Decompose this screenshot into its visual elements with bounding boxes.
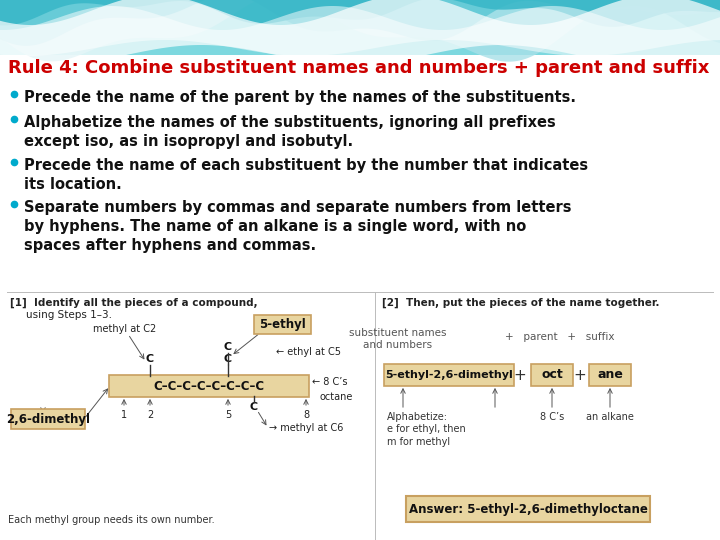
Text: Alphabetize the names of the substituents, ignoring all prefixes
except iso, as : Alphabetize the names of the substituent… bbox=[24, 115, 556, 149]
Polygon shape bbox=[0, 0, 720, 27]
FancyBboxPatch shape bbox=[531, 364, 573, 386]
Text: 5: 5 bbox=[225, 410, 231, 420]
Text: ← ethyl at C5: ← ethyl at C5 bbox=[276, 347, 341, 357]
Text: +: + bbox=[513, 368, 526, 382]
Text: 5-ethyl: 5-ethyl bbox=[259, 318, 306, 331]
Text: 5-ethyl-2,6-dimethyl: 5-ethyl-2,6-dimethyl bbox=[385, 370, 513, 380]
Text: [1]  Identify all the pieces of a compound,: [1] Identify all the pieces of a compoun… bbox=[10, 298, 258, 308]
FancyBboxPatch shape bbox=[384, 364, 514, 386]
Text: octane: octane bbox=[320, 392, 354, 402]
Text: methyl at C2: methyl at C2 bbox=[94, 324, 157, 334]
Text: C: C bbox=[224, 342, 232, 352]
Text: [2]  Then, put the pieces of the name together.: [2] Then, put the pieces of the name tog… bbox=[382, 298, 660, 308]
Text: ← 8 C’s: ← 8 C’s bbox=[312, 377, 348, 387]
Text: oct: oct bbox=[541, 368, 563, 381]
Text: Answer: 5-ethyl-2,6-dimethyloctane: Answer: 5-ethyl-2,6-dimethyloctane bbox=[408, 503, 647, 516]
Bar bbox=[0, 55, 720, 540]
Text: 2: 2 bbox=[147, 410, 153, 420]
FancyBboxPatch shape bbox=[11, 409, 85, 429]
Text: +: + bbox=[574, 368, 586, 382]
Text: 2,6-dimethyl: 2,6-dimethyl bbox=[6, 413, 90, 426]
Text: C: C bbox=[250, 402, 258, 412]
Text: C: C bbox=[146, 354, 154, 364]
Text: 8: 8 bbox=[303, 410, 309, 420]
Text: Precede the name of each substituent by the number that indicates
its location.: Precede the name of each substituent by … bbox=[24, 158, 588, 192]
Polygon shape bbox=[0, 0, 720, 62]
Text: → methyl at C6: → methyl at C6 bbox=[269, 423, 343, 433]
Text: substituent names
and numbers: substituent names and numbers bbox=[349, 328, 446, 350]
Text: Precede the name of the parent by the names of the substituents.: Precede the name of the parent by the na… bbox=[24, 90, 576, 105]
Text: Each methyl group needs its own number.: Each methyl group needs its own number. bbox=[8, 515, 215, 525]
Text: +   parent   +   suffix: + parent + suffix bbox=[505, 332, 614, 342]
FancyBboxPatch shape bbox=[254, 315, 311, 334]
Text: Separate numbers by commas and separate numbers from letters
by hyphens. The nam: Separate numbers by commas and separate … bbox=[24, 200, 572, 253]
FancyBboxPatch shape bbox=[589, 364, 631, 386]
Polygon shape bbox=[0, 0, 720, 46]
Polygon shape bbox=[0, 6, 720, 56]
Text: ane: ane bbox=[597, 368, 623, 381]
Text: C: C bbox=[224, 354, 232, 364]
FancyBboxPatch shape bbox=[109, 375, 309, 397]
Text: an alkane: an alkane bbox=[586, 412, 634, 422]
Text: 8 C’s: 8 C’s bbox=[540, 412, 564, 422]
Text: 1: 1 bbox=[121, 410, 127, 420]
FancyBboxPatch shape bbox=[406, 496, 650, 522]
Polygon shape bbox=[0, 0, 720, 65]
Text: Rule 4: Combine substituent names and numbers + parent and suffix: Rule 4: Combine substituent names and nu… bbox=[8, 59, 709, 77]
Text: C–C–C–C–C–C–C–C: C–C–C–C–C–C–C–C bbox=[153, 380, 264, 393]
Text: Alphabetize:
e for ethyl, then
m for methyl: Alphabetize: e for ethyl, then m for met… bbox=[387, 412, 466, 447]
Text: using Steps 1–3.: using Steps 1–3. bbox=[26, 310, 112, 320]
Bar bbox=[0, 0, 720, 80]
